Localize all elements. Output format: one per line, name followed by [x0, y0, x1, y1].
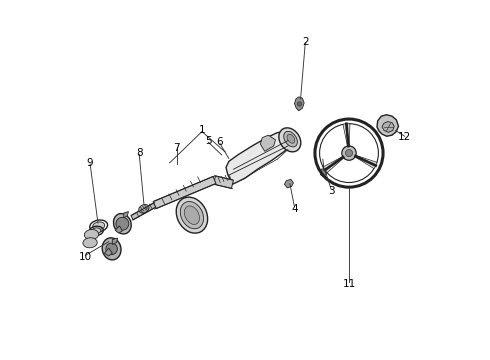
Text: 8: 8 [136, 148, 143, 158]
Polygon shape [112, 238, 118, 244]
Text: 4: 4 [291, 204, 298, 214]
Polygon shape [124, 212, 128, 218]
Ellipse shape [287, 134, 295, 143]
Circle shape [297, 102, 302, 106]
Text: 6: 6 [217, 138, 223, 147]
Ellipse shape [139, 204, 149, 213]
Polygon shape [377, 115, 398, 136]
Text: 10: 10 [79, 252, 92, 262]
Circle shape [116, 217, 129, 230]
Polygon shape [382, 122, 394, 132]
Polygon shape [369, 161, 377, 168]
Text: 2: 2 [302, 37, 309, 47]
Polygon shape [323, 164, 332, 172]
Polygon shape [260, 135, 275, 151]
Text: 7: 7 [173, 143, 180, 153]
Polygon shape [104, 248, 112, 256]
Polygon shape [294, 97, 304, 111]
Circle shape [106, 243, 117, 255]
Ellipse shape [114, 213, 131, 234]
Polygon shape [285, 179, 294, 188]
Polygon shape [153, 176, 216, 209]
Text: 3: 3 [328, 186, 334, 196]
Ellipse shape [92, 228, 101, 234]
Text: 1: 1 [198, 125, 205, 135]
Ellipse shape [93, 222, 105, 230]
Polygon shape [214, 176, 233, 189]
Polygon shape [115, 226, 122, 233]
Text: 9: 9 [87, 158, 94, 168]
Text: 11: 11 [343, 279, 356, 289]
Ellipse shape [83, 238, 97, 248]
Polygon shape [131, 203, 156, 220]
Polygon shape [343, 124, 349, 131]
Polygon shape [320, 168, 327, 176]
Text: 12: 12 [398, 132, 411, 142]
Circle shape [342, 146, 356, 160]
Ellipse shape [184, 206, 199, 224]
Ellipse shape [284, 131, 297, 147]
Ellipse shape [180, 202, 203, 229]
Text: 5: 5 [205, 136, 212, 146]
Circle shape [345, 149, 353, 157]
Ellipse shape [84, 229, 98, 239]
Ellipse shape [279, 128, 301, 152]
Ellipse shape [176, 197, 208, 233]
Ellipse shape [102, 238, 121, 260]
Polygon shape [226, 132, 292, 184]
